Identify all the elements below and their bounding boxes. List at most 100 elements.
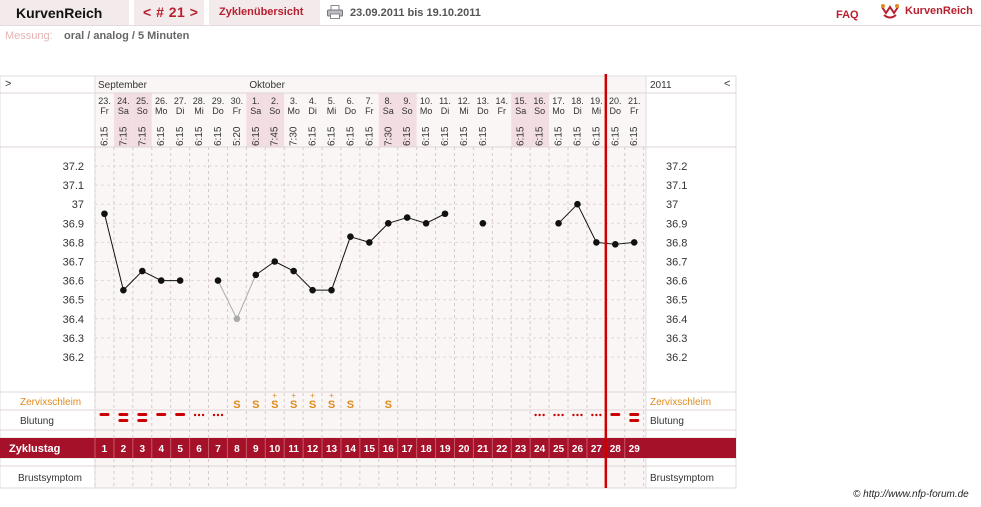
temperature-line-segment [142, 270, 162, 282]
day-weekday: Fr [365, 106, 374, 116]
brustsymptom-row-label-right: Brustsymptom [650, 473, 714, 484]
zervix-row-label-right: Zervixschleim [650, 397, 711, 408]
bleeding-spot-mark [212, 413, 216, 417]
day-date: 30. [231, 96, 244, 106]
day-weekday: So [137, 106, 148, 116]
day-weekday: Sa [250, 106, 261, 116]
date-range: 23.09.2011 bis 19.10.2011 [350, 7, 481, 19]
temp-tick-label-right: 36.3 [666, 333, 687, 345]
day-date: 2. [271, 96, 279, 106]
kurvenreich-logo-icon[interactable] [880, 3, 900, 19]
faq-link[interactable]: FAQ [836, 9, 859, 21]
day-date: 14. [496, 96, 509, 106]
day-date: 9. [403, 96, 411, 106]
day-date: 19. [590, 96, 603, 106]
measurement-label: Messung: [5, 30, 53, 42]
temperature-line-segment [293, 270, 313, 291]
bleeding-heavy-mark [99, 413, 110, 416]
cycle-day-number: 7 [215, 444, 221, 455]
cycle-day-number: 13 [326, 444, 338, 455]
measure-time: 6:15 [535, 126, 546, 146]
day-weekday: Do [212, 106, 224, 116]
day-date: 5. [328, 96, 336, 106]
day-weekday: Mo [420, 106, 433, 116]
cycle-day-number: 12 [307, 444, 319, 455]
brand-title: KurvenReich [16, 5, 103, 21]
weekend-column [265, 93, 285, 147]
bleeding-heavy-mark [137, 413, 148, 416]
cycle-day-number: 3 [140, 444, 146, 455]
measure-time: 6:15 [345, 126, 356, 146]
zervix-symbol: S [328, 399, 335, 411]
measure-time: 6:15 [629, 126, 640, 146]
day-weekday: So [402, 106, 413, 116]
temperature-point [612, 241, 619, 248]
bleeding-heavy-mark [175, 413, 186, 416]
temperature-line-segment [217, 280, 238, 320]
weekend-column [246, 93, 266, 147]
cycle-day-number: 20 [458, 444, 470, 455]
brand-tab[interactable]: KurvenReich [0, 0, 129, 25]
temp-tick-label-right: 36.2 [666, 352, 687, 364]
measure-time: 6:15 [156, 126, 167, 146]
cycle-day-number: 29 [629, 444, 641, 455]
temp-tick-label-left: 37.2 [63, 161, 84, 173]
bleeding-heavy-mark [118, 413, 129, 416]
day-date: 3. [290, 96, 298, 106]
bleeding-spot-mark [538, 413, 541, 417]
temp-tick-label-right: 36.9 [666, 218, 687, 230]
zervix-symbol: S [252, 399, 259, 411]
temp-tick-label-right: 36.7 [666, 257, 687, 269]
cycle-navigation-tab[interactable]: < # 21 > [134, 0, 204, 25]
temp-tick-label-right: 37.2 [666, 161, 687, 173]
logo-text[interactable]: KurvenReich [905, 5, 973, 17]
measure-time: 6:15 [440, 126, 451, 146]
day-date: 20. [609, 96, 622, 106]
cycle-day-number: 6 [196, 444, 202, 455]
day-weekday: Di [441, 106, 450, 116]
cycle-day-number: 1 [102, 444, 108, 455]
cycle-number-nav[interactable]: < # 21 > [143, 4, 199, 20]
measure-time: 6:15 [554, 126, 565, 146]
measure-time: 7:30 [383, 126, 394, 146]
temperature-point [309, 286, 316, 294]
scroll-left-arrow: > [5, 78, 11, 90]
temperature-point [290, 267, 297, 275]
measure-time: 7:15 [118, 126, 129, 146]
zervix-plus-mark: + [329, 391, 334, 400]
right-axis-panel [645, 75, 737, 489]
cycle-overview-link[interactable]: Zyklenübersicht [219, 6, 304, 18]
day-date: 26. [155, 96, 168, 106]
temp-tick-label-left: 37.1 [63, 180, 84, 192]
temperature-point [214, 277, 222, 284]
temp-tick-label-right: 36.4 [666, 314, 687, 326]
bleeding-heavy-mark [610, 413, 621, 416]
cycle-day-number: 26 [572, 444, 584, 455]
day-date: 17. [552, 96, 565, 106]
temperature-point [574, 200, 581, 208]
temperature-line-segment [274, 261, 294, 272]
day-date: 23. [98, 96, 111, 106]
day-date: 11. [439, 96, 451, 106]
bleeding-heavy-mark [629, 419, 640, 422]
bleeding-heavy-mark [156, 413, 167, 416]
temperature-point [120, 286, 127, 294]
temp-tick-label-left: 37 [72, 199, 84, 211]
bleeding-spot-mark [595, 413, 598, 417]
cycle-day-number: 9 [253, 444, 259, 455]
cycle-overview-tab[interactable]: Zyklenübersicht [209, 0, 320, 25]
day-weekday: Fr [233, 106, 242, 116]
cycle-day-number: 14 [345, 444, 357, 455]
measure-time: 6:15 [99, 126, 110, 146]
bleeding-spot-mark [576, 413, 579, 417]
measure-time: 6:15 [213, 126, 224, 146]
measurement-value: oral / analog / 5 Minuten [64, 30, 190, 42]
printer-icon[interactable] [327, 5, 343, 19]
temperature-point [157, 277, 165, 284]
temperature-line-segment [368, 222, 389, 243]
weekend-column [378, 93, 398, 147]
cycle-day-number: 25 [553, 444, 565, 455]
temp-tick-label-right: 37 [666, 199, 678, 211]
day-date: 25. [136, 96, 149, 106]
